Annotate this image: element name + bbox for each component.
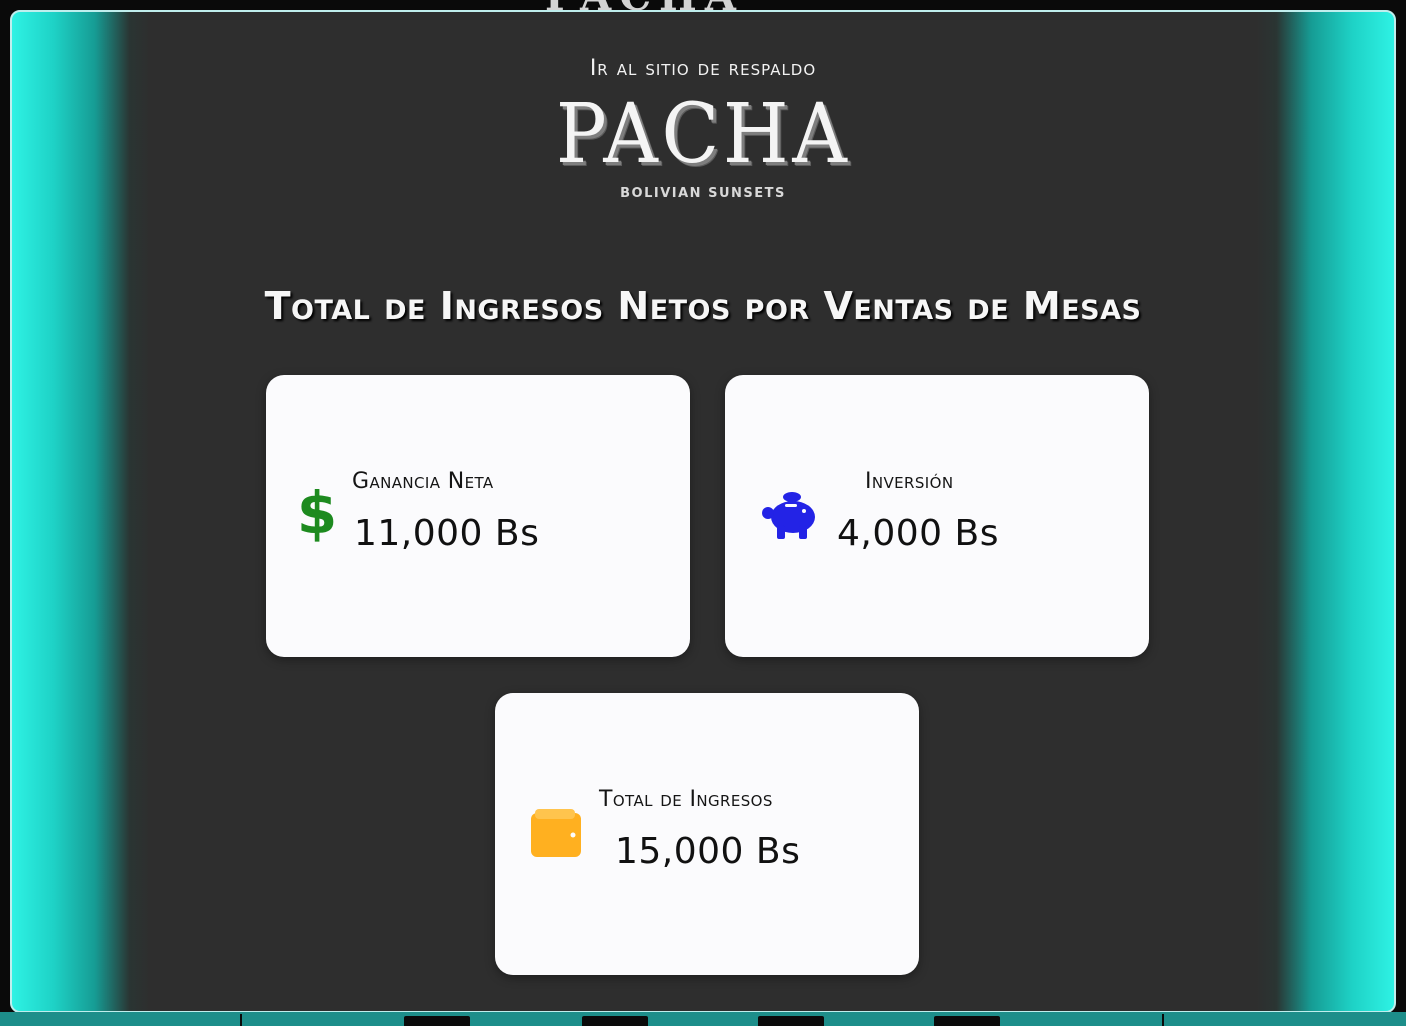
piggy-bank-icon bbox=[759, 487, 821, 543]
net-profit-card: $ Ganancia Neta 11,000 Bs bbox=[266, 375, 690, 657]
investment-value: 4,000 Bs bbox=[837, 513, 999, 554]
total-income-label: Total de Ingresos bbox=[599, 787, 773, 812]
backup-site-link[interactable]: Ir al sitio de respaldo bbox=[589, 56, 817, 81]
main-panel: Ir al sitio de respaldo PACHA BOLIVIAN S… bbox=[10, 10, 1396, 1013]
investment-card: Inversión 4,000 Bs bbox=[725, 375, 1149, 657]
brand-logo: PACHA BOLIVIAN SUNSETS bbox=[12, 87, 1394, 202]
bottom-nav-strip bbox=[0, 1012, 1406, 1026]
investment-label: Inversión bbox=[865, 469, 954, 494]
page-title: Total de Ingresos Netos por Ventas de Me… bbox=[264, 284, 1142, 328]
dollar-icon: $ bbox=[296, 479, 338, 547]
strip-divider bbox=[1162, 1014, 1164, 1026]
strip-tab[interactable] bbox=[582, 1016, 648, 1026]
total-income-card: Total de Ingresos 15,000 Bs bbox=[495, 693, 919, 975]
strip-tab[interactable] bbox=[758, 1016, 824, 1026]
strip-tab[interactable] bbox=[404, 1016, 470, 1026]
strip-tab[interactable] bbox=[934, 1016, 1000, 1026]
strip-divider bbox=[240, 1014, 242, 1026]
logo-wordmark: PACHA bbox=[555, 87, 851, 182]
wallet-icon bbox=[529, 807, 585, 859]
top-logo-fragment: PACHA bbox=[545, 0, 875, 12]
net-profit-label: Ganancia Neta bbox=[352, 469, 494, 494]
net-profit-value: 11,000 Bs bbox=[354, 513, 540, 554]
logo-tagline: BOLIVIAN SUNSETS bbox=[620, 186, 786, 201]
total-income-value: 15,000 Bs bbox=[615, 831, 801, 872]
